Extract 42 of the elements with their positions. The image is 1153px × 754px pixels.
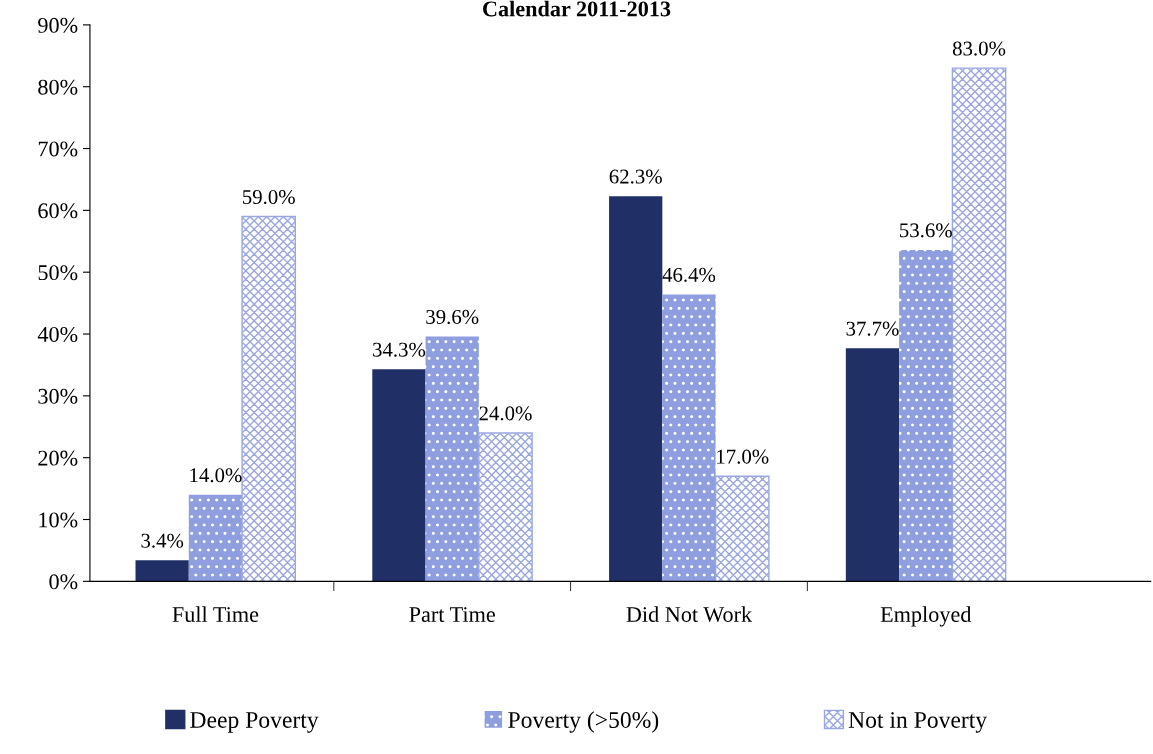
bar (951, 67, 1007, 582)
legend-label: Deep Poverty (190, 712, 319, 733)
bar (899, 249, 953, 582)
bar (845, 348, 900, 582)
legend-label: Poverty (>50%) (508, 711, 659, 733)
bar (372, 369, 426, 582)
data-label: 46.4% (662, 267, 716, 282)
y-tick-label: 70% (38, 141, 78, 157)
x-tick-label: Part Time (409, 607, 495, 622)
y-tick-label: 50% (38, 265, 78, 281)
data-label: 83.0% (952, 41, 1006, 56)
y-tick-label: 0% (49, 574, 78, 590)
y-tick-label: 80% (38, 79, 78, 95)
data-label: 53.6% (900, 223, 952, 238)
y-tick-label: 10% (39, 512, 78, 528)
data-label: 14.0% (190, 468, 242, 483)
data-label: 24.0% (479, 406, 532, 421)
bar (609, 196, 663, 582)
data-label: 62.3% (609, 169, 662, 184)
bar (241, 215, 297, 582)
data-label: 37.7% (846, 321, 899, 336)
x-tick-label: Did Not Work (626, 606, 753, 623)
data-label: 39.6% (426, 309, 479, 325)
bar (135, 560, 189, 582)
bar (478, 432, 533, 582)
bar (714, 475, 770, 582)
y-tick-label: 60% (38, 203, 78, 219)
y-tick-label: 20% (38, 450, 78, 466)
bar (425, 336, 479, 582)
x-tick-label: Employed (880, 606, 972, 627)
data-label: 3.4% (141, 533, 184, 548)
bar (662, 294, 716, 582)
chart-title: Calendar 2011-2013 (483, 0, 671, 17)
bar (188, 494, 243, 582)
data-label: 17.0% (717, 449, 769, 464)
y-tick-label: 40% (37, 326, 78, 343)
data-label: 59.0% (243, 189, 295, 205)
y-tick-label: 30% (38, 388, 78, 404)
y-tick-label: 90% (38, 17, 78, 33)
x-tick-label: Full Time (172, 606, 259, 622)
data-label: 34.3% (373, 342, 426, 357)
legend-label: Not in Poverty (848, 712, 988, 733)
